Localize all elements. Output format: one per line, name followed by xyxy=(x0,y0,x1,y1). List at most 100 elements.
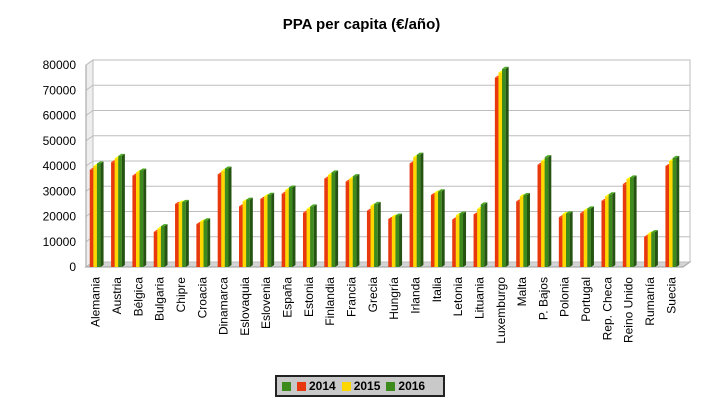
x-tick-label: Bélgica xyxy=(131,277,145,317)
bar-front xyxy=(544,157,549,267)
bar-side xyxy=(526,193,530,267)
bar-front xyxy=(111,162,115,267)
bar xyxy=(203,218,211,267)
x-tick-label: Reino Unido xyxy=(622,277,636,343)
bar-top xyxy=(566,211,573,214)
x-tick-label: Letonia xyxy=(451,277,465,317)
bar-front xyxy=(416,154,421,267)
bar-side xyxy=(143,168,147,267)
bar-front xyxy=(96,163,101,267)
bar-front xyxy=(473,214,478,267)
legend-swatch-2014 xyxy=(297,381,306,391)
bar-front xyxy=(370,205,375,267)
x-tick-label: Austria xyxy=(110,277,124,315)
x-tick-label: Grecia xyxy=(366,277,380,313)
bar xyxy=(672,155,680,267)
bar-top xyxy=(118,153,125,156)
x-tick-label: Portugal xyxy=(579,277,593,322)
legend-swatch-2015 xyxy=(341,381,351,391)
bar-front xyxy=(605,196,609,267)
bar-top xyxy=(352,174,360,177)
bar xyxy=(395,213,403,267)
bar xyxy=(459,211,467,267)
bar-front xyxy=(306,208,311,267)
bar-front xyxy=(345,181,350,267)
legend-label-2016: 2016 xyxy=(398,379,426,393)
bar-top xyxy=(459,211,467,214)
bar-front xyxy=(217,174,222,267)
bar-front xyxy=(182,201,186,267)
gridline xyxy=(85,135,690,142)
bar-front xyxy=(434,192,439,267)
x-tick-label: Hungría xyxy=(387,277,401,320)
legend-label-2014: 2014 xyxy=(309,379,336,393)
bar-side xyxy=(590,206,594,267)
bar-front xyxy=(480,204,485,267)
bar xyxy=(224,166,232,267)
bar-top xyxy=(629,175,637,178)
bar-front xyxy=(647,233,652,267)
bar-front xyxy=(523,195,527,267)
x-tick-label: Finlandia xyxy=(323,277,337,326)
y-tick-label: 20000 xyxy=(43,210,77,224)
bar-front xyxy=(516,201,520,267)
legend-item-2016: 2016 xyxy=(386,379,425,393)
bar-front xyxy=(558,217,563,267)
y-tick-label: 0 xyxy=(69,260,76,274)
x-tick-label: Croacia xyxy=(195,277,209,319)
bar-side xyxy=(377,201,381,267)
bar-top xyxy=(182,199,189,202)
bar-side xyxy=(271,192,275,267)
bar-top xyxy=(96,161,104,164)
bar-side xyxy=(399,213,403,267)
chart-title: PPA per capita (€/año) xyxy=(282,16,441,33)
bar-front xyxy=(622,184,627,267)
bar-side xyxy=(569,211,573,267)
legend-extra xyxy=(282,381,291,391)
bar xyxy=(96,161,104,267)
bar xyxy=(480,202,488,267)
bar-front xyxy=(498,72,503,267)
bar-front xyxy=(669,160,673,267)
bar xyxy=(523,193,530,267)
y-tick-label: 50000 xyxy=(43,134,77,148)
bar-front xyxy=(196,224,200,267)
bar-front xyxy=(519,196,524,267)
bar-side xyxy=(100,161,104,267)
bar-front xyxy=(644,236,648,267)
x-tick-label: Dinamarca xyxy=(217,277,231,335)
bar-side xyxy=(228,166,232,267)
bar-front xyxy=(260,198,264,267)
x-tick-label: Eslovaquia xyxy=(238,277,252,336)
bar xyxy=(651,230,658,267)
bar-front xyxy=(601,200,606,267)
x-tick-label: Estonia xyxy=(302,277,316,317)
bar-front xyxy=(459,213,464,267)
bar-top xyxy=(608,192,616,195)
x-tick-label: Rep. Checa xyxy=(600,277,614,341)
bar-side xyxy=(548,155,552,267)
y-tick-label: 80000 xyxy=(43,58,77,72)
bar xyxy=(374,201,381,267)
bar-front xyxy=(672,157,677,267)
bar-front xyxy=(580,213,584,267)
x-tick-label: Rumanía xyxy=(643,277,657,326)
y-tick-label: 70000 xyxy=(43,83,77,97)
bar-front xyxy=(136,172,140,267)
bar-side xyxy=(505,66,509,267)
bar xyxy=(608,192,616,267)
bar-front xyxy=(288,187,293,267)
bar xyxy=(139,168,147,267)
bar-front xyxy=(374,203,378,267)
bar-top xyxy=(416,152,424,155)
bar-side xyxy=(356,174,360,267)
bar-front xyxy=(157,228,161,267)
bar-side xyxy=(292,185,296,267)
bar-front xyxy=(327,174,332,267)
legend-label-2015: 2015 xyxy=(353,379,381,393)
legend: 2014 2015 2016 xyxy=(275,375,445,397)
x-tick-label: Malta xyxy=(515,277,529,307)
bar-front xyxy=(455,215,460,267)
